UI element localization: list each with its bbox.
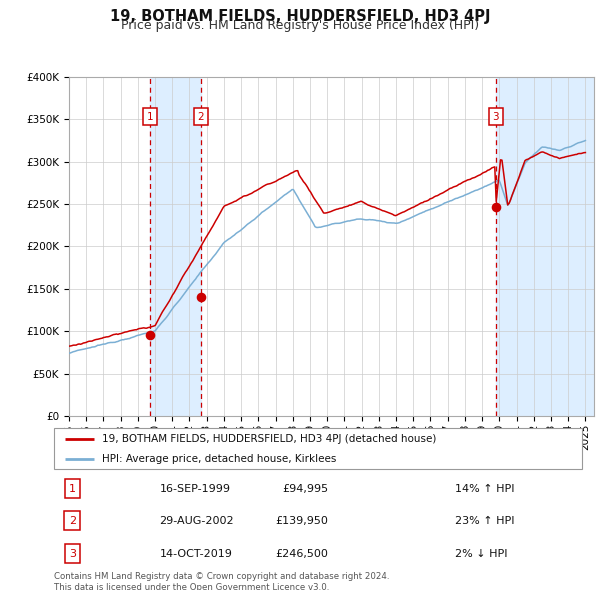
Text: Price paid vs. HM Land Registry's House Price Index (HPI): Price paid vs. HM Land Registry's House … xyxy=(121,19,479,32)
Text: £139,950: £139,950 xyxy=(275,516,329,526)
Point xyxy=(491,202,500,212)
Text: 23% ↑ HPI: 23% ↑ HPI xyxy=(455,516,515,526)
Text: 19, BOTHAM FIELDS, HUDDERSFIELD, HD3 4PJ: 19, BOTHAM FIELDS, HUDDERSFIELD, HD3 4PJ xyxy=(110,9,490,24)
Text: Contains HM Land Registry data © Crown copyright and database right 2024.
This d: Contains HM Land Registry data © Crown c… xyxy=(54,572,389,590)
Text: 3: 3 xyxy=(69,549,76,559)
Point xyxy=(145,330,155,340)
Text: 1: 1 xyxy=(69,484,76,494)
Text: 2: 2 xyxy=(197,112,204,122)
Bar xyxy=(496,77,594,416)
Text: 14-OCT-2019: 14-OCT-2019 xyxy=(160,549,232,559)
Text: £246,500: £246,500 xyxy=(275,549,329,559)
FancyBboxPatch shape xyxy=(54,428,582,469)
Text: HPI: Average price, detached house, Kirklees: HPI: Average price, detached house, Kirk… xyxy=(101,454,336,464)
Text: 14% ↑ HPI: 14% ↑ HPI xyxy=(455,484,515,494)
Text: £94,995: £94,995 xyxy=(283,484,329,494)
Text: 1: 1 xyxy=(147,112,154,122)
Text: 3: 3 xyxy=(493,112,499,122)
Text: 2: 2 xyxy=(69,516,76,526)
Text: 19, BOTHAM FIELDS, HUDDERSFIELD, HD3 4PJ (detached house): 19, BOTHAM FIELDS, HUDDERSFIELD, HD3 4PJ… xyxy=(101,434,436,444)
Text: 29-AUG-2002: 29-AUG-2002 xyxy=(160,516,234,526)
Text: 2% ↓ HPI: 2% ↓ HPI xyxy=(455,549,508,559)
Bar xyxy=(150,77,201,416)
Point xyxy=(196,293,206,302)
Text: 16-SEP-1999: 16-SEP-1999 xyxy=(160,484,230,494)
